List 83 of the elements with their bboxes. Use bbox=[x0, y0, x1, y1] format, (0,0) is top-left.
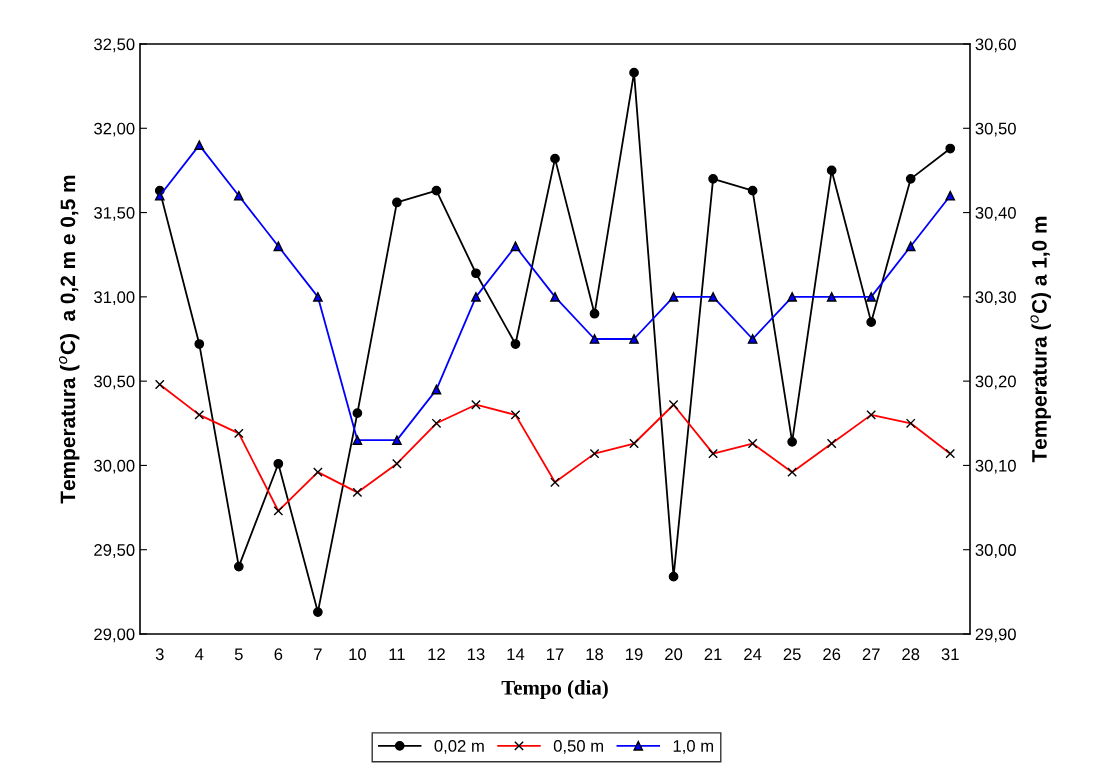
point bbox=[510, 339, 521, 349]
x-tick-label: 12 bbox=[428, 648, 445, 660]
y-tick-label: 32,50 bbox=[94, 38, 135, 53]
point bbox=[352, 408, 363, 419]
point bbox=[431, 384, 442, 395]
x-tick-label: 31 bbox=[941, 648, 959, 661]
point bbox=[194, 140, 205, 151]
point bbox=[431, 185, 442, 196]
x-tick-label: 13 bbox=[467, 648, 485, 661]
point bbox=[708, 173, 718, 184]
x-tick-label: 24 bbox=[744, 648, 762, 660]
x-tick-label: 27 bbox=[862, 648, 880, 660]
point bbox=[510, 241, 521, 252]
point bbox=[945, 190, 956, 201]
x-tick-label: 18 bbox=[586, 648, 604, 661]
y2-tick-label: 30,40 bbox=[975, 206, 1016, 221]
legend-label: 0,02 m bbox=[434, 740, 484, 754]
x-tick-label: 28 bbox=[902, 648, 920, 661]
point bbox=[866, 291, 877, 302]
point bbox=[273, 241, 284, 252]
y2-tick-label: 30,00 bbox=[975, 544, 1016, 558]
point bbox=[629, 334, 639, 344]
y-tick-label: 31,00 bbox=[94, 291, 135, 306]
x-tick-label: 25 bbox=[783, 648, 801, 661]
point bbox=[629, 67, 639, 78]
point bbox=[945, 143, 956, 154]
y2-tick-label: 30,20 bbox=[975, 375, 1016, 390]
point bbox=[747, 334, 758, 344]
y-tick-label: 29,00 bbox=[94, 628, 135, 643]
point bbox=[233, 190, 244, 201]
y2-tick-label: 30,30 bbox=[975, 291, 1016, 306]
x-tick-label: 20 bbox=[665, 648, 683, 661]
x-tick-label: 5 bbox=[234, 648, 243, 661]
y-tick-label: 29,50 bbox=[94, 544, 135, 558]
point bbox=[312, 607, 323, 617]
point bbox=[273, 458, 284, 469]
point bbox=[668, 291, 679, 302]
point bbox=[905, 241, 916, 252]
x-tick-label: 7 bbox=[314, 648, 322, 660]
x-tick-label: 14 bbox=[507, 648, 525, 660]
y2-axis-title: Temperatura ($^{o}$C) a 1,0 m bbox=[1030, 216, 1051, 463]
y-tick-label: 31,50 bbox=[94, 206, 135, 221]
x-tick-label: 4 bbox=[195, 648, 204, 660]
point bbox=[194, 339, 205, 349]
y-tick-label: 32,00 bbox=[94, 122, 135, 137]
x-tick-label: 6 bbox=[274, 648, 283, 661]
point bbox=[352, 435, 363, 446]
point bbox=[826, 165, 837, 176]
point bbox=[550, 291, 560, 302]
point bbox=[392, 435, 402, 446]
y-axis-title: Temperatura ($^{o}$C) a 0,2 m e 0,5 m bbox=[58, 175, 80, 504]
point bbox=[589, 308, 600, 319]
point bbox=[826, 291, 837, 302]
y2-tick-label: 29,90 bbox=[975, 628, 1016, 643]
point bbox=[787, 291, 798, 302]
point bbox=[471, 268, 481, 279]
point bbox=[589, 334, 600, 344]
x-axis-title: Tempo (dia) bbox=[501, 680, 608, 699]
y2-tick-label: 30,10 bbox=[975, 459, 1016, 474]
y-tick-label: 30,00 bbox=[94, 459, 135, 474]
x-tick-label: 10 bbox=[349, 648, 366, 661]
point bbox=[747, 185, 758, 196]
point bbox=[233, 561, 244, 572]
point bbox=[392, 197, 402, 208]
y-tick-label: 30,50 bbox=[94, 375, 135, 390]
point bbox=[550, 153, 560, 164]
x-tick-label: 26 bbox=[823, 648, 841, 661]
point bbox=[905, 173, 916, 184]
y2-tick-label: 30,60 bbox=[975, 38, 1016, 53]
x-tick-label: 3 bbox=[155, 648, 164, 661]
x-tick-label: 19 bbox=[626, 648, 643, 661]
point bbox=[471, 291, 481, 302]
legend-label: 1,0 m bbox=[673, 740, 714, 754]
point bbox=[708, 291, 718, 302]
point bbox=[866, 317, 877, 328]
x-tick-label: 11 bbox=[389, 648, 405, 660]
point bbox=[312, 291, 323, 302]
x-tick-label: 21 bbox=[704, 648, 722, 660]
legend-label: 0,50 m bbox=[553, 740, 604, 754]
point bbox=[787, 436, 798, 447]
x-tick-label: 17 bbox=[547, 648, 564, 660]
y2-tick-label: 30,50 bbox=[975, 122, 1016, 137]
point bbox=[668, 571, 679, 582]
